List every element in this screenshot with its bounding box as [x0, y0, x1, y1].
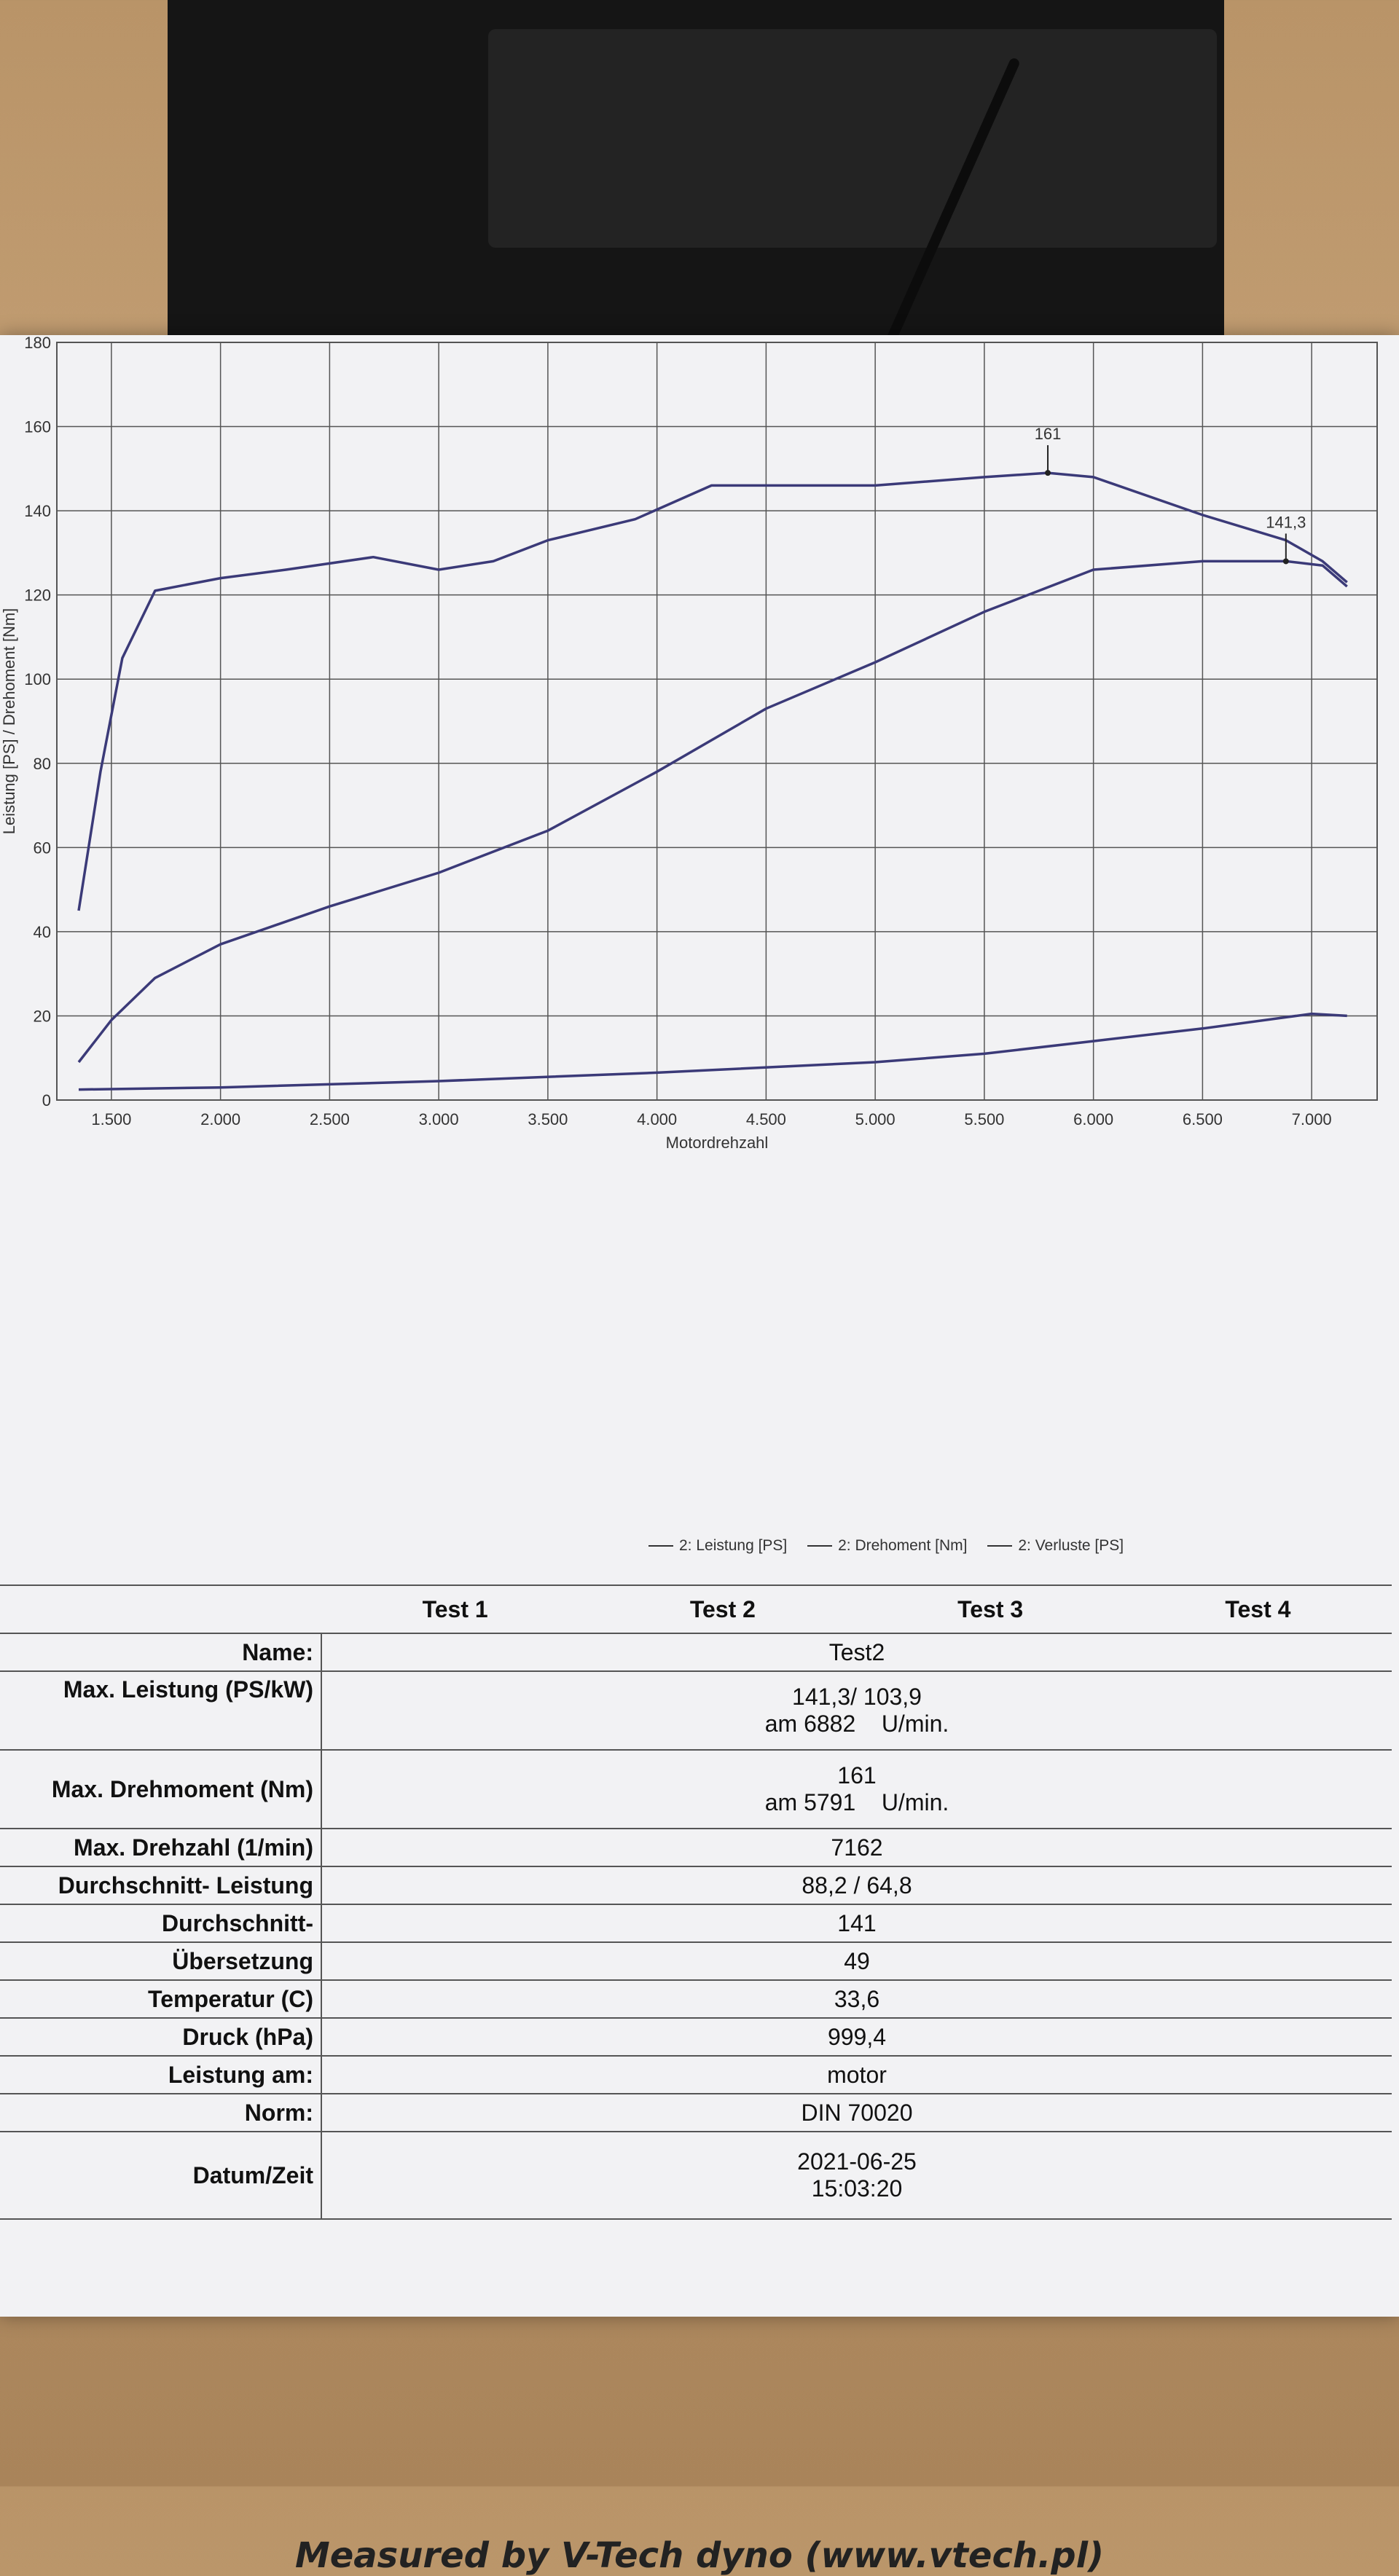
column-header-test2: Test 2 [589, 1585, 857, 1634]
table-row: Datum/Zeit 2021-06-25 15:03:20 [0, 2131, 1392, 2220]
footer-credit: Measured by V-Tech dyno (www.vtech.pl) [294, 2535, 1105, 2576]
table-row: Max. Drehmoment (Nm) 161 am 5791 U/min. [0, 1749, 1392, 1829]
table-row: Druck (hPa) 999,4 [0, 2017, 1392, 2057]
results-table: Test 1 Test 2 Test 3 Test 4 Name: Test2 … [0, 1585, 1392, 2220]
row-value: 2021-06-25 15:03:20 [321, 2131, 1392, 2220]
row-label: Norm: [0, 2093, 322, 2132]
y-tick-label: 100 [24, 670, 51, 688]
row-value: 88,2 / 64,8 [321, 1866, 1392, 1905]
row-label: Max. Drehzahl (1/min) [0, 1828, 322, 1867]
series-line-0 [77, 559, 1348, 1064]
y-tick-labels: 0 20 40 60 80 100 120 140 160 180 [24, 335, 51, 1110]
monitor-stand [488, 29, 1217, 248]
chart-legend: 2: Leistung [PS] 2: Drehoment [Nm] 2: Ve… [648, 1537, 1140, 1555]
row-label: Druck (hPa) [0, 2017, 322, 2057]
x-tick-label: 4.500 [746, 1110, 786, 1128]
x-tick-label: 6.500 [1183, 1110, 1223, 1128]
y-tick-label: 40 [34, 923, 51, 941]
x-tick-label: 7.000 [1292, 1110, 1332, 1128]
row-value: 7162 [321, 1828, 1392, 1867]
row-label: Temperatur (C) [0, 1979, 322, 2019]
plot-frame [56, 342, 1378, 1101]
annotation-label: 161 [1035, 425, 1062, 443]
dyno-printout: 0 20 40 60 80 100 120 140 160 180 1.500 2.000 2.500… [0, 335, 1399, 2576]
series-line-2 [78, 1012, 1347, 1091]
y-tick-label: 60 [34, 839, 51, 857]
row-value: 161 am 5791 U/min. [321, 1749, 1392, 1829]
row-label: Durchschnitt- Leistung [0, 1866, 322, 1905]
x-tick-label: 3.000 [419, 1110, 459, 1128]
table-header-row: Test 1 Test 2 Test 3 Test 4 [0, 1585, 1392, 1634]
annotation-point [1282, 558, 1289, 565]
y-tick-label: 160 [24, 418, 51, 436]
column-header-test4: Test 4 [1124, 1585, 1392, 1634]
x-tick-label: 2.500 [310, 1110, 350, 1128]
x-axis-label: Motordrehzahl [666, 1134, 769, 1152]
row-value: DIN 70020 [321, 2093, 1392, 2132]
row-value: Test2 [321, 1633, 1392, 1672]
dyno-chart: 0 20 40 60 80 100 120 140 160 180 1.500 2.000 2.500… [0, 335, 1378, 1152]
legend-item-drehoment: 2: Drehoment [Nm] [807, 1537, 968, 1554]
y-tick-label: 180 [24, 335, 51, 352]
row-label: Max. Drehmoment (Nm) [0, 1749, 322, 1829]
x-tick-label: 1.500 [91, 1110, 131, 1128]
row-value: 141,3/ 103,9 am 6882 U/min. [321, 1670, 1392, 1751]
row-value: 141 [321, 1904, 1392, 1943]
row-label: Datum/Zeit [0, 2131, 322, 2220]
table-row: Max. Drehzahl (1/min) 7162 [0, 1828, 1392, 1867]
table-row: Durchschnitt- Leistung 88,2 / 64,8 [0, 1866, 1392, 1905]
row-value: 33,6 [321, 1979, 1392, 2019]
table-row: Übersetzung 49 [0, 1941, 1392, 1981]
legend-item-verluste: 2: Verluste [PS] [987, 1537, 1124, 1554]
x-tick-label: 3.500 [528, 1110, 568, 1128]
annotation-label: 141,3 [1266, 513, 1306, 531]
y-tick-label: 0 [42, 1091, 51, 1110]
chart-grid [56, 342, 1378, 1101]
row-label: Max. Leistung (PS/kW) [0, 1670, 322, 1751]
table-row: Leistung am: motor [0, 2055, 1392, 2094]
y-axis-label: Leistung [PS] / Drehoment [Nm] [0, 608, 18, 835]
column-header-test1: Test 1 [321, 1585, 589, 1634]
x-tick-labels: 1.500 2.000 2.500 3.000 3.500 4.000 4.500 5.000… [91, 1110, 1331, 1128]
table-row: Name: Test2 [0, 1633, 1392, 1672]
series-line-1 [77, 471, 1348, 911]
chart-series [77, 471, 1348, 1091]
column-header-test3: Test 3 [856, 1585, 1124, 1634]
row-label: Übersetzung [0, 1941, 322, 1981]
row-value: 999,4 [321, 2017, 1392, 2057]
table-row: Max. Leistung (PS/kW) 141,3/ 103,9 am 68… [0, 1670, 1392, 1751]
y-tick-label: 20 [34, 1007, 51, 1025]
x-tick-label: 6.000 [1073, 1110, 1113, 1128]
annotation-point [1045, 470, 1051, 476]
table-row: Durchschnitt- 141 [0, 1904, 1392, 1943]
row-label: Leistung am: [0, 2055, 322, 2094]
row-value: motor [321, 2055, 1392, 2094]
row-value: 49 [321, 1941, 1392, 1981]
x-tick-label: 5.500 [964, 1110, 1004, 1128]
y-tick-label: 120 [24, 586, 51, 605]
x-tick-label: 2.000 [200, 1110, 240, 1128]
y-tick-label: 80 [34, 755, 51, 773]
row-label: Name: [0, 1633, 322, 1672]
legend-item-leistung: 2: Leistung [PS] [648, 1537, 787, 1554]
row-label: Durchschnitt- [0, 1904, 322, 1943]
chart-annotations: 161 141,3 [1035, 425, 1306, 565]
x-tick-label: 4.000 [637, 1110, 677, 1128]
x-tick-label: 5.000 [855, 1110, 896, 1128]
table-row: Temperatur (C) 33,6 [0, 1979, 1392, 2019]
y-tick-label: 140 [24, 502, 51, 520]
table-row: Norm: DIN 70020 [0, 2093, 1392, 2132]
